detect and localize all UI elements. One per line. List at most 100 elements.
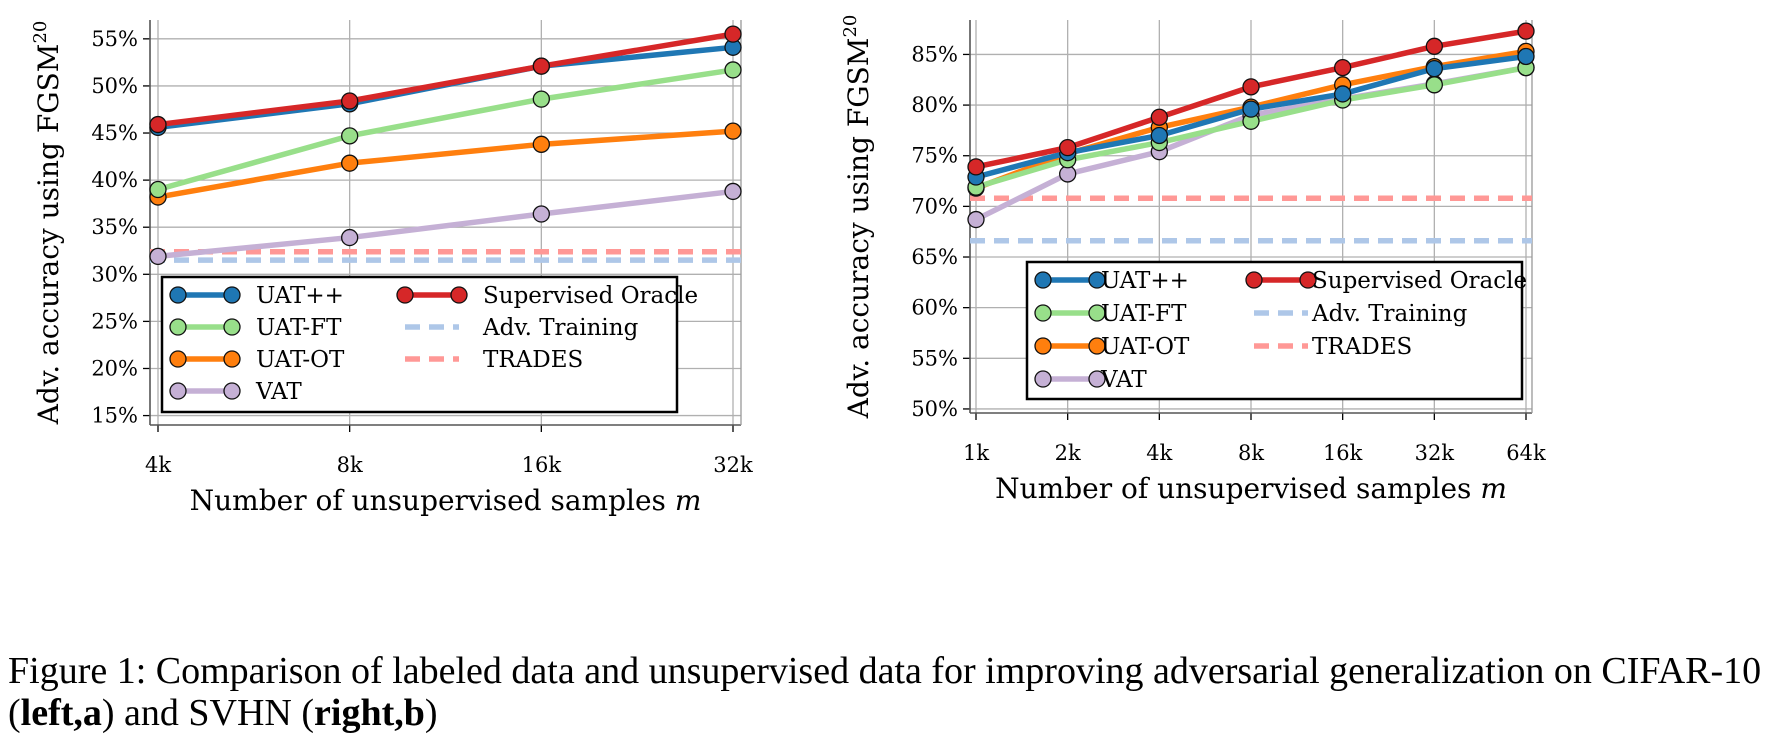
legend-label-uat-ot: UAT-OT xyxy=(256,347,345,373)
series-supervised-oracle-point xyxy=(341,92,359,110)
legend-marker-vat xyxy=(223,382,241,400)
caption-bold-right: right,b xyxy=(314,692,425,734)
x-tick-label: 2k xyxy=(1055,441,1081,465)
legend-marker-uat- xyxy=(1034,271,1052,289)
y-axis-label: Adv. accuracy using FGSM20 xyxy=(840,15,875,420)
series-uat-ot-point xyxy=(341,154,359,172)
series-uat-ft-point xyxy=(341,127,359,145)
series-vat-point xyxy=(532,205,550,223)
y-tick-label: 55% xyxy=(91,27,138,51)
chart-right: 50% 55% 60% 65% 70% 75% 80% 85% 1k 2k 4k 8k 16k 32k 64… xyxy=(840,15,1546,505)
x-tick-label: 64k xyxy=(1506,441,1546,465)
legend-label-supervised-oracle: Supervised Oracle xyxy=(1312,268,1527,294)
legend-marker-vat xyxy=(1034,370,1052,388)
legend-marker-vat xyxy=(169,382,187,400)
chart-left: 15% 20% 25% 30% 35% 40% 45% 50% 55% 4k 8k 16k 32k UAT… xyxy=(30,20,753,517)
legend-marker-uat-ft xyxy=(223,318,241,336)
x-tick-label: 16k xyxy=(1323,441,1363,465)
legend-label-uat-ft: UAT-FT xyxy=(256,315,342,341)
legend-marker-supervised-oracle xyxy=(1245,271,1263,289)
y-tick-label: 35% xyxy=(91,215,138,239)
legend-label-adv-training: Adv. Training xyxy=(482,315,639,341)
x-tick-label: 8k xyxy=(337,453,363,477)
caption-bold-left: left,a xyxy=(20,692,102,734)
legend-marker-uat-ot xyxy=(169,350,187,368)
legend-marker-uat-ft xyxy=(169,318,187,336)
x-tick-label: 32k xyxy=(1415,441,1455,465)
series-vat-point xyxy=(341,228,359,247)
legend-label-supervised-oracle: Supervised Oracle xyxy=(483,283,698,309)
series-uat-ft-line xyxy=(157,67,734,193)
legend-marker-supervised-oracle xyxy=(1299,271,1317,289)
legend-label-uat-ot: UAT-OT xyxy=(1101,334,1190,360)
series-uat-ot-line xyxy=(157,128,734,200)
y-tick-label: 55% xyxy=(911,346,958,370)
legend-marker-uat- xyxy=(1088,271,1106,289)
caption-middle: ) and SVHN ( xyxy=(101,692,315,734)
legend-marker-supervised-oracle xyxy=(396,286,414,304)
legend-box xyxy=(1025,260,1524,401)
legend-label-vat: VAT xyxy=(1100,367,1147,393)
figure-caption: Figure 1: Comparison of labeled data and… xyxy=(8,650,1778,734)
x-tick-label: 32k xyxy=(713,453,753,477)
y-tick-label: 85% xyxy=(911,42,958,66)
y-tick-label: 75% xyxy=(911,144,958,168)
y-tick-label: 25% xyxy=(91,309,138,333)
series-uat-ot-point xyxy=(532,135,550,153)
y-tick-label: 40% xyxy=(91,168,138,192)
series-supervised-oracle-point xyxy=(1242,78,1260,96)
series-uat--point xyxy=(1517,47,1535,66)
legend-marker-supervised-oracle xyxy=(450,286,468,304)
legend-marker-vat xyxy=(1088,370,1106,388)
series-uat-ft-point xyxy=(724,61,742,79)
legend-label-trades: TRADES xyxy=(1312,334,1412,360)
y-tick-label: 20% xyxy=(91,356,138,380)
legend-marker-uat-ot xyxy=(1034,337,1052,355)
series-vat-point xyxy=(149,247,167,266)
legend-marker-uat-ft xyxy=(1034,304,1052,322)
legend-marker-uat-ft xyxy=(1088,304,1106,322)
y-tick-label: 65% xyxy=(911,245,958,269)
legend-label-adv-training: Adv. Training xyxy=(1311,301,1468,327)
legend-label-uat-ft: UAT-FT xyxy=(1101,301,1187,327)
legend-marker-uat-ot xyxy=(1088,337,1106,355)
y-axis-label: Adv. accuracy using FGSM20 xyxy=(30,21,65,426)
legend-label-trades: TRADES xyxy=(483,347,583,373)
series-uat-ft-point xyxy=(532,90,550,108)
series-uat-ft-point xyxy=(149,180,167,199)
x-tick-label: 16k xyxy=(522,453,562,477)
series-vat-line xyxy=(157,188,734,260)
series-uat--point xyxy=(1150,126,1168,145)
legend: UAT++ UAT-FT UAT-OT VAT Supervised Oracle Adv… xyxy=(1025,260,1527,401)
series-vat-point xyxy=(967,210,985,229)
series-uat--point xyxy=(1242,100,1260,118)
legend-marker-uat- xyxy=(223,286,241,304)
series-supervised-oracle-point xyxy=(1334,58,1352,77)
series-supervised-oracle-point xyxy=(1150,108,1168,126)
series-supervised-oracle-point xyxy=(149,115,167,134)
series-supervised-oracle-point xyxy=(967,158,985,176)
series-uat-ft-point xyxy=(1425,76,1443,94)
series-supervised-oracle-point xyxy=(1517,22,1535,40)
series-supervised-oracle-point xyxy=(724,25,742,43)
x-tick-label: 4k xyxy=(1146,441,1172,465)
x-axis-label: Number of unsupervised samples m xyxy=(995,472,1507,505)
legend: UAT++ UAT-FT UAT-OT VAT Supervised Oracle Adv… xyxy=(160,275,698,414)
series-uat-ot-point xyxy=(724,122,742,140)
y-tick-label: 50% xyxy=(91,74,138,98)
y-tick-label: 45% xyxy=(91,121,138,145)
legend-marker-uat- xyxy=(169,286,187,304)
y-tick-label: 80% xyxy=(911,93,958,117)
series-supervised-oracle-point xyxy=(1425,37,1443,55)
legend-label-uat-: UAT++ xyxy=(1101,268,1189,294)
series-vat-point xyxy=(724,182,742,201)
legend-label-vat: VAT xyxy=(255,379,302,405)
caption-prefix: Figure 1: Comparison of labeled data and… xyxy=(8,650,1762,734)
series-uat--point xyxy=(1334,85,1352,103)
legend-box xyxy=(160,275,679,414)
x-axis-label: Number of unsupervised samples m xyxy=(190,484,702,517)
y-tick-label: 70% xyxy=(911,194,958,218)
series-supervised-oracle-line xyxy=(157,31,734,128)
series-uat--point xyxy=(1425,59,1443,78)
